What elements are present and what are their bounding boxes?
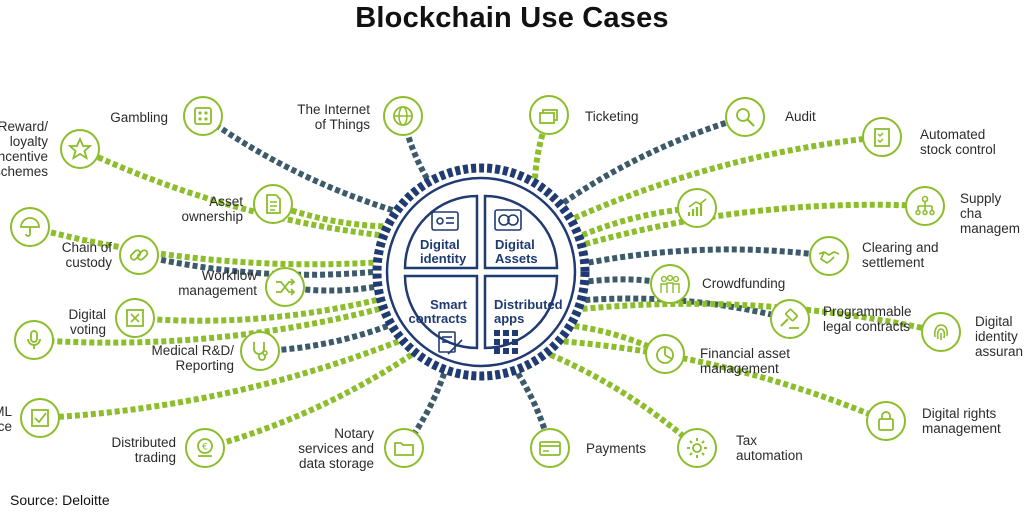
label-internet-of-things: The Internet of Things [297,102,370,132]
label-ticketing: Ticketing [585,109,639,124]
hub-label-distributed-apps: Distributed apps [494,297,563,326]
label-workflow-management: Workflow management [178,268,257,298]
label-programmable-contracts: Programmable legal contracts [823,304,912,334]
coin-stack-icon: € [185,428,225,468]
page-title: Blockchain Use Cases [355,2,669,34]
label-chain-of-custody: Chain of custody [61,240,112,270]
connector-line [563,338,888,424]
label-notary-services: Notary services and data storage [298,426,374,471]
hub-label-digital-identity: Digital identity [420,237,467,266]
connector-line [588,246,830,266]
star-icon [60,129,100,169]
connector-line [29,224,374,268]
label-payments: Payments [586,441,647,456]
stethoscope-icon [240,331,280,371]
microphone-icon [14,320,54,360]
connector-line [582,300,942,335]
label-asset-ownership: Asset ownership [181,194,243,224]
hub-label-digital-assets: Digital Assets [495,237,538,266]
connector-line [201,113,394,213]
fingerprint-icon [921,312,961,352]
label-clearing-settlement: Clearing and settlement [862,240,939,270]
hub-label-smart-contracts: Smart contracts [408,297,467,326]
chain-link-icon [119,235,159,275]
label-distributed-trading: Distributed trading [111,435,176,465]
label-crowdfunding: Crowdfunding [702,276,786,291]
connector-line [134,297,378,324]
label-tax-automation: Tax automation [736,433,803,463]
handshake-icon [809,236,849,276]
label-gambling: Gambling [110,110,168,125]
label-digital-voting: Digital voting [68,307,106,337]
pie-chart-icon [645,334,685,374]
ballot-icon [115,298,155,338]
connector-line [585,295,791,322]
bar-growth-icon [677,188,717,228]
label-reward-schemes: Reward/ loyalty incentive schemes [0,119,48,179]
checkbox-icon [20,398,60,438]
checklist-icon [862,117,902,157]
credit-card-icon [530,428,570,468]
globe-icon [383,96,423,136]
connector-line [584,201,926,247]
folder-icon [384,428,424,468]
crowd-icon [650,264,690,304]
umbrella-icon [10,207,50,247]
connector-line [573,134,883,221]
shuffle-icon [265,267,305,307]
label-audit: Audit [785,109,816,124]
gavel-icon [770,299,810,339]
ticket-icon [529,95,569,135]
document-icon [253,184,293,224]
gear-icon [677,428,717,468]
padlock-icon [866,401,906,441]
label-digital-rights-management: Digital rights management [922,406,1001,436]
label-financial-asset-management: Financial asset management [700,346,791,376]
label-aml-compliance: ML ce [0,404,12,434]
label-automated-stock-control: Automated stock control [920,127,996,157]
dice-icon [183,96,223,136]
connector-line [39,338,400,421]
label-digital-identity-assurance: Digital identity assuran [975,314,1024,359]
label-supply-chain: Supply cha managem [960,191,1021,236]
source-note: Source: Deloitte [10,492,110,508]
svg-text:€: € [202,443,208,453]
label-medical-rd: Medical R&D/ Reporting [151,343,234,373]
hierarchy-icon [905,186,945,226]
connector-line [78,146,380,239]
magnifier-icon [725,97,765,137]
